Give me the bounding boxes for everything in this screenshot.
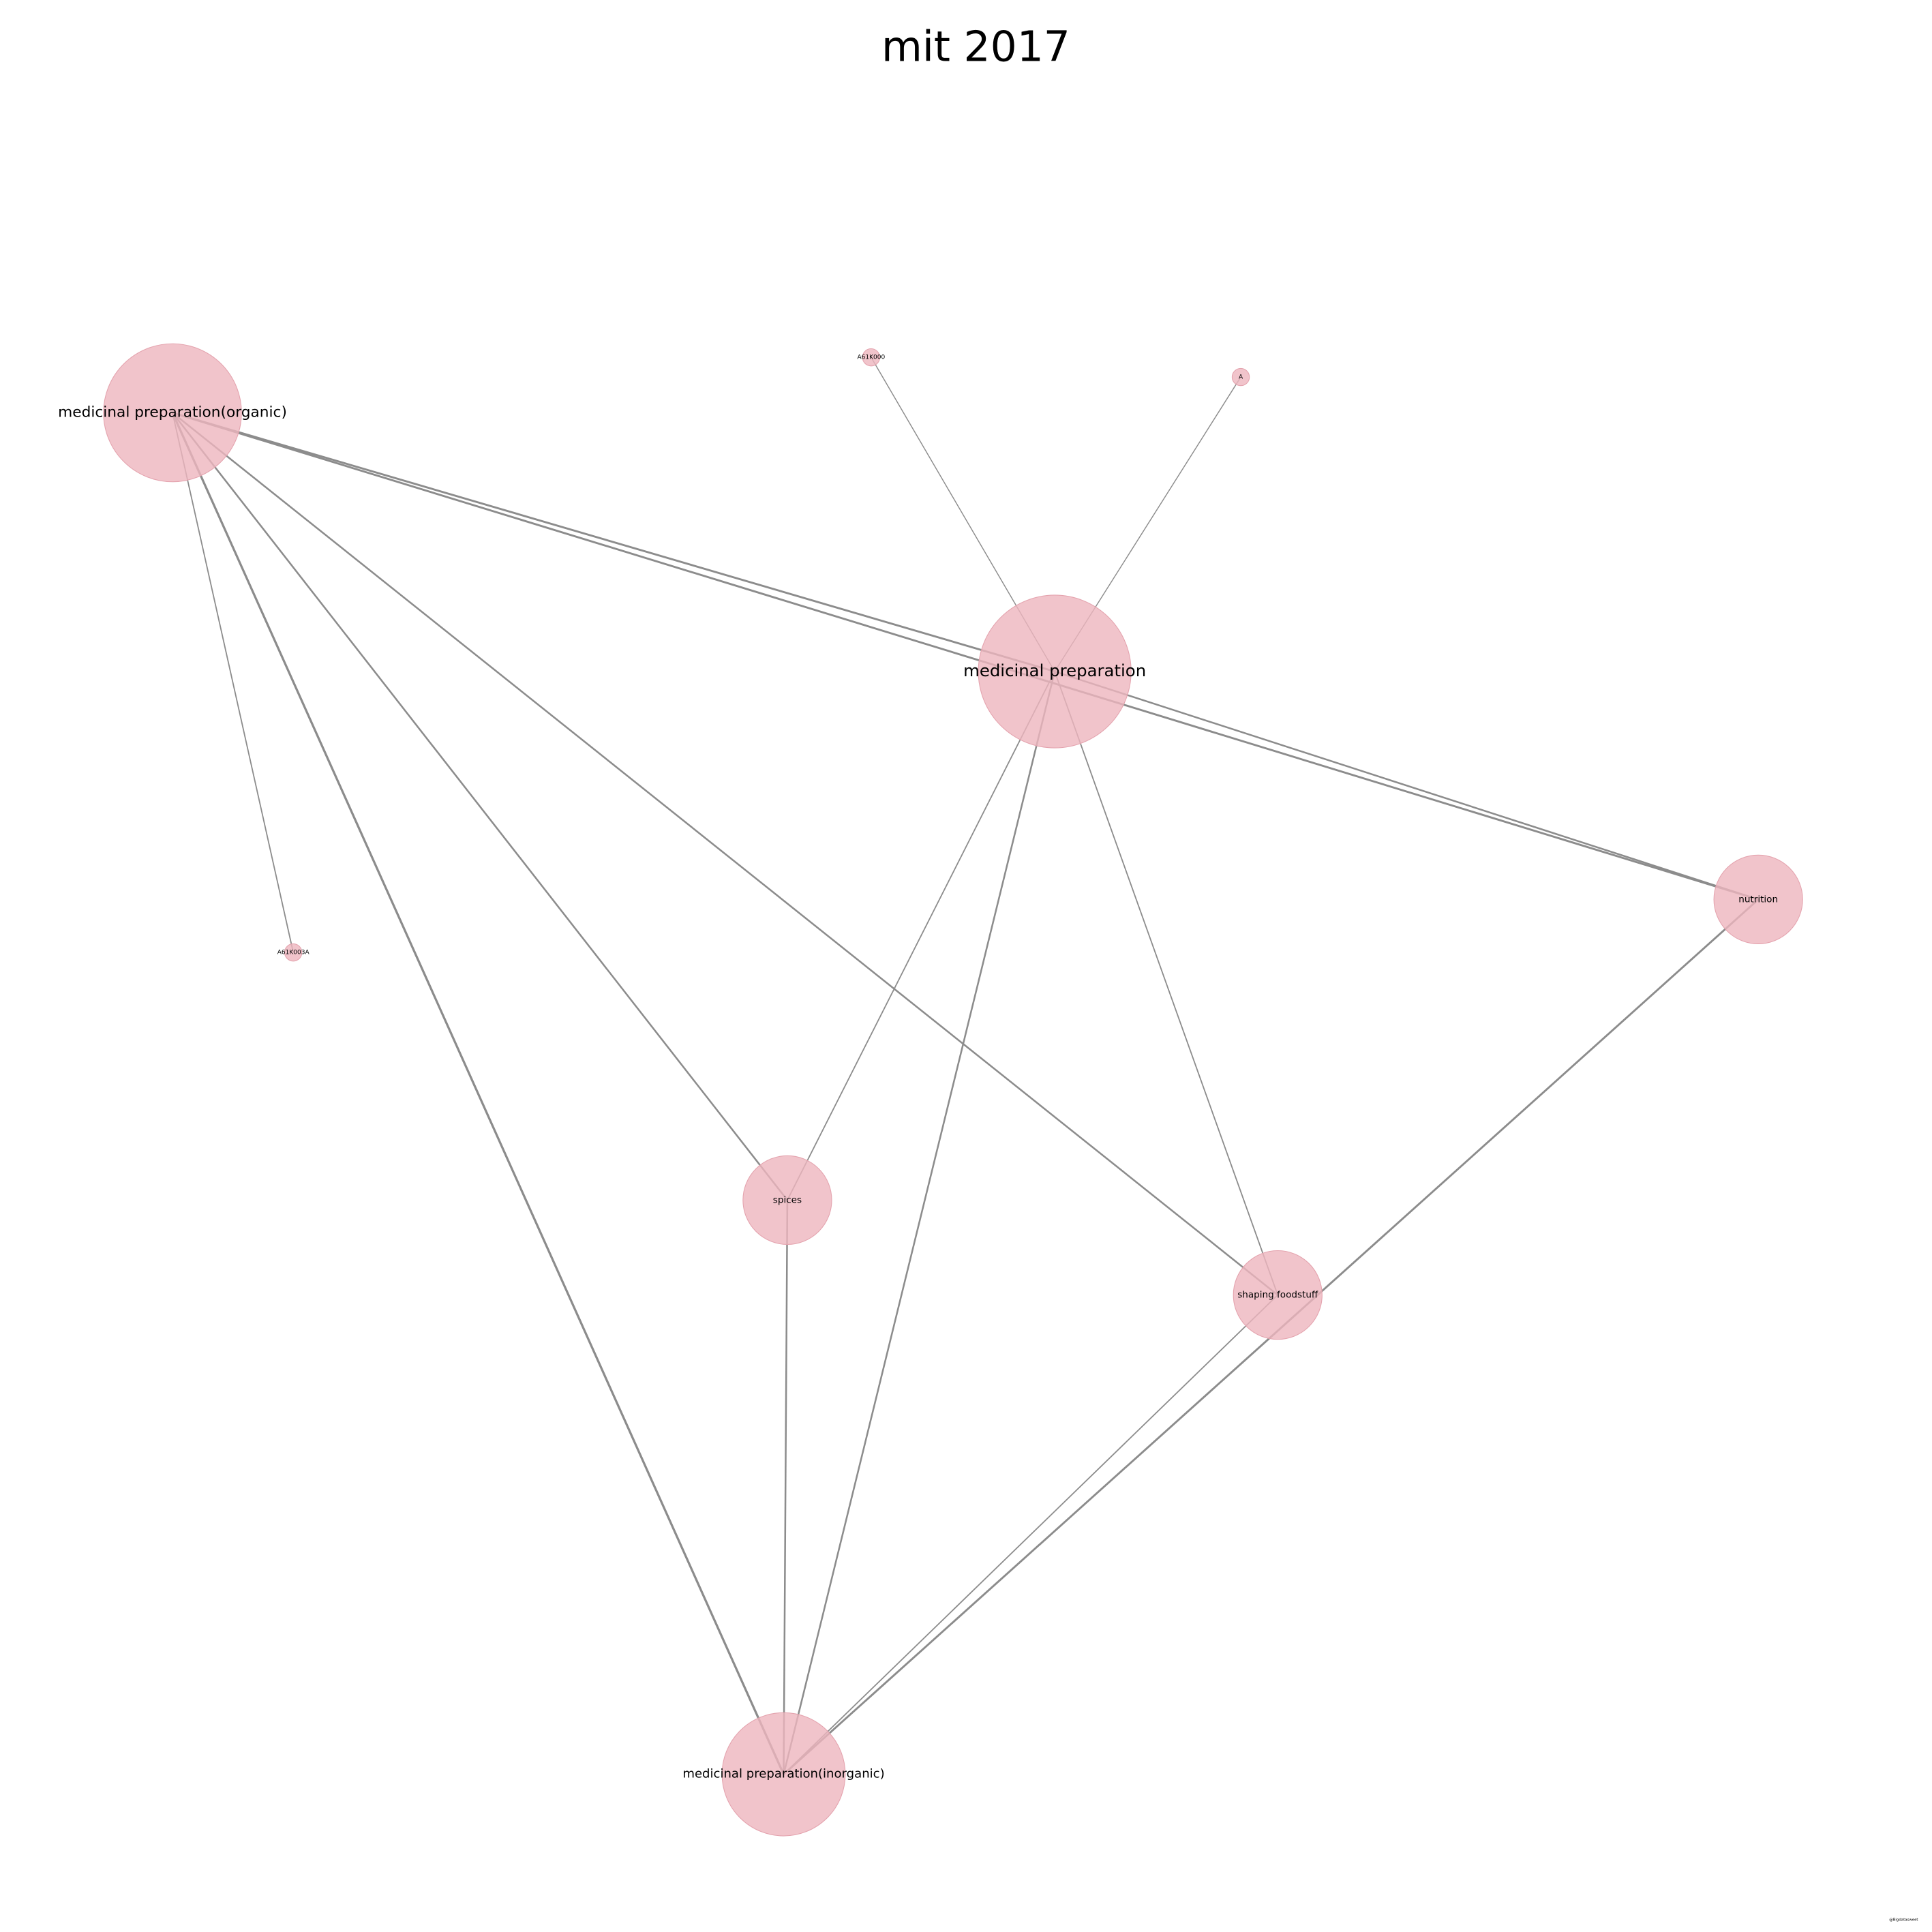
node xyxy=(862,348,881,367)
edge xyxy=(1054,670,1759,901)
node xyxy=(1231,367,1250,387)
node xyxy=(742,1155,832,1246)
edge xyxy=(172,412,1279,1296)
node xyxy=(103,343,242,483)
edge xyxy=(783,671,1056,1775)
edge xyxy=(171,412,785,1775)
node xyxy=(721,1712,846,1837)
node-label: shaping foodstuff xyxy=(1237,1290,1318,1301)
edges xyxy=(171,357,1760,1775)
edge xyxy=(172,412,1759,901)
node-label: medicinal preparation(inorganic) xyxy=(682,1767,884,1781)
node-label: spices xyxy=(773,1194,802,1205)
node xyxy=(1713,854,1803,945)
node xyxy=(284,943,303,962)
node-label: medicinal preparation xyxy=(963,661,1146,680)
edge xyxy=(1054,671,1279,1295)
node xyxy=(1233,1250,1323,1340)
node-label: nutrition xyxy=(1738,894,1778,905)
edge xyxy=(172,412,788,1201)
node-label: A61K003A xyxy=(277,950,310,956)
node xyxy=(978,594,1132,749)
edge xyxy=(783,1294,1278,1775)
title: mit 2017 xyxy=(881,22,1070,71)
node-label: A xyxy=(1239,374,1243,381)
watermark: @Bigdatasweet xyxy=(1889,1918,1918,1922)
node-label: A61K000 xyxy=(857,354,885,361)
edge xyxy=(787,671,1055,1201)
edge xyxy=(172,412,1055,673)
node-label: medicinal preparation(organic) xyxy=(58,404,287,421)
edge xyxy=(783,1200,789,1775)
nodes: medicinal preparation(organic) medicinal … xyxy=(58,343,1803,1837)
edge xyxy=(172,412,295,953)
